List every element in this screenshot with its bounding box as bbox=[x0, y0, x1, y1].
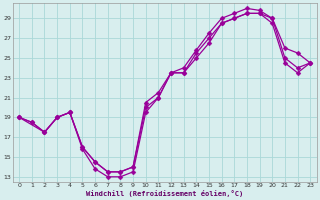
X-axis label: Windchill (Refroidissement éolien,°C): Windchill (Refroidissement éolien,°C) bbox=[86, 190, 243, 197]
